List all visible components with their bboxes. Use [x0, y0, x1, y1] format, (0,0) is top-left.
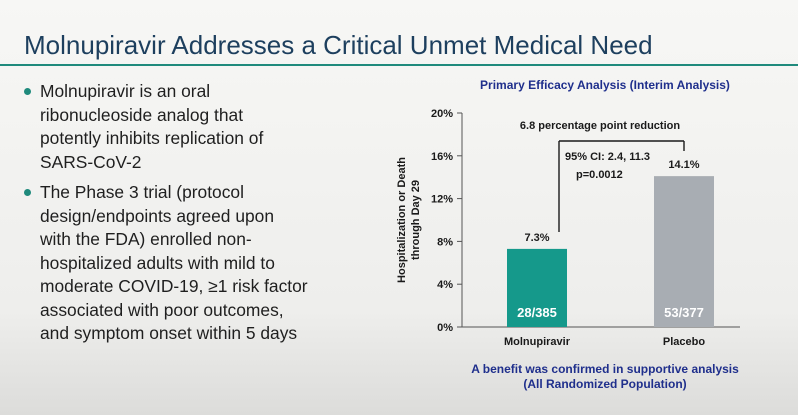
bullet-item: Molnupiravir is an oral ribonucleoside a… — [18, 80, 358, 174]
bullet-line: The Phase 3 trial (protocol — [40, 182, 244, 202]
bar-molnupiravir — [507, 248, 567, 327]
bullet-list: Molnupiravir is an oral ribonucleoside a… — [18, 80, 358, 353]
bar-count-label: 28/385 — [517, 305, 557, 320]
bullet-line: and symptom onset within 5 days — [40, 323, 298, 343]
bar-value-label: 7.3% — [524, 232, 549, 244]
bullet-line: moderate COVID-19, ≥1 risk factor — [40, 276, 308, 296]
y-tick-label: 20% — [431, 108, 453, 120]
bar-count-label: 53/377 — [664, 305, 704, 320]
slide-title: Molnupiravir Addresses a Critical Unmet … — [24, 30, 653, 60]
footnote-line: (All Randomized Population) — [523, 377, 687, 391]
bullet-line: associated with poor outcomes, — [40, 299, 284, 320]
bar-placebo — [654, 176, 714, 327]
y-axis-label: Hospitalization or Death through Day 29 — [396, 157, 422, 283]
bullet-line: hospitalized adults with mild to — [40, 252, 275, 273]
footnote-line: A benefit was confirmed in supportive an… — [471, 362, 739, 376]
bullet-line: SARS-CoV-2 — [40, 151, 142, 172]
y-axis-label-line: Hospitalization or Death — [396, 157, 408, 283]
bullet-line: potently inhibits replication of — [40, 128, 264, 148]
y-tick-label: 12% — [431, 194, 453, 206]
reduction-annotation: 6.8 percentage point reduction — [520, 120, 680, 132]
bullet-dot-icon — [24, 88, 31, 95]
x-tick-label: Molnupiravir — [504, 336, 571, 348]
chart-title: Primary Efficacy Analysis (Interim Analy… — [480, 78, 730, 92]
x-tick-label: Placebo — [663, 336, 705, 348]
bar-value-label: 14.1% — [668, 159, 699, 171]
bullet-line: with the FDA) enrolled non- — [40, 229, 252, 249]
bullet-line: ribonucleoside analog that — [40, 104, 244, 125]
bullet-item: The Phase 3 trial (protocol design/endpo… — [18, 181, 358, 346]
bullet-line: design/endpoints agreed upon — [40, 205, 275, 226]
y-tick-label: 4% — [437, 279, 453, 291]
chart-footnote: A benefit was confirmed in supportive an… — [440, 362, 770, 392]
p-value-annotation: p=0.0012 — [576, 169, 623, 181]
y-tick-label: 16% — [431, 151, 453, 163]
ci-annotation: 95% CI: 2.4, 11.3 — [565, 151, 650, 163]
y-tick-label: 0% — [437, 322, 453, 334]
bullet-line: Molnupiravir is an oral — [40, 81, 211, 101]
bullet-dot-icon — [24, 189, 31, 196]
y-tick-label: 8% — [437, 236, 453, 248]
title-divider — [0, 64, 798, 66]
y-axis-label-line: through Day 29 — [410, 180, 422, 260]
